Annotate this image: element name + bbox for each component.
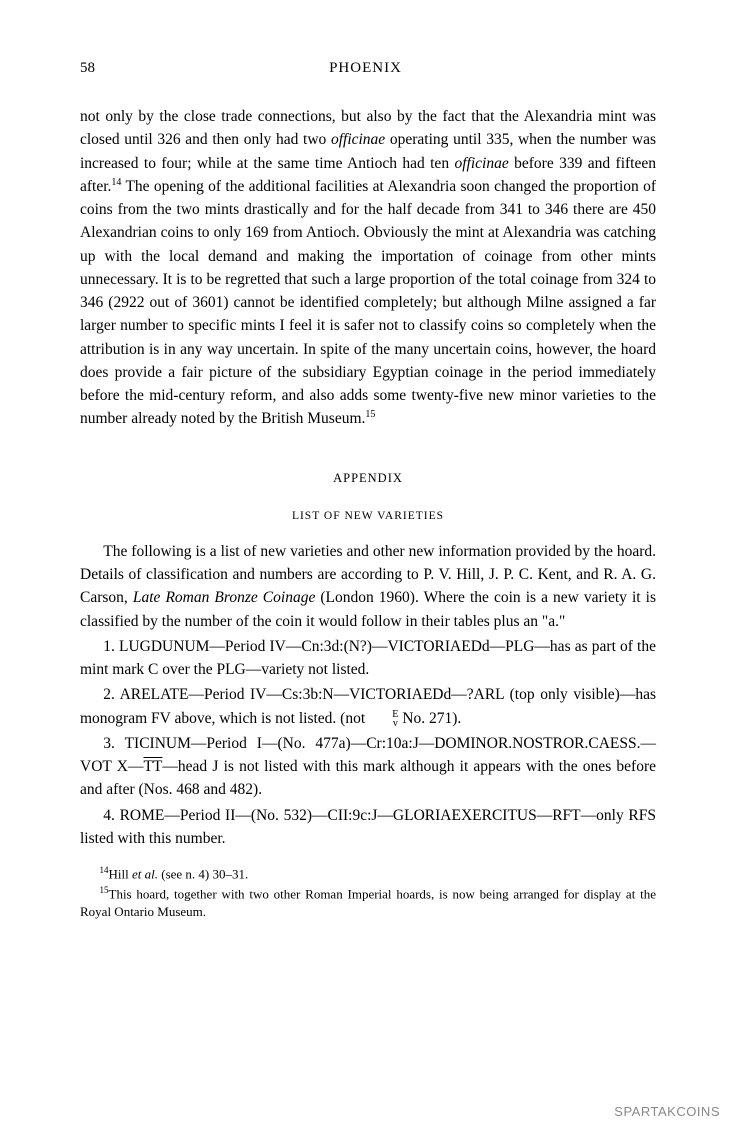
fn14-part1: Hill <box>109 866 132 881</box>
footnote-15: 15This hoard, together with two other Ro… <box>80 884 656 922</box>
list-heading: LIST OF NEW VARIETIES <box>80 510 656 522</box>
v2-part1: 2. ARELATE—Period IV—Cs:3b:N—VICTORIAEDd… <box>80 686 656 726</box>
variety-2: 2. ARELATE—Period IV—Cs:3b:N—VICTORIAEDd… <box>80 683 656 730</box>
footnote-14: 14Hill et al. (see n. 4) 30–31. <box>80 864 656 884</box>
fn15-num: 15 <box>100 885 109 895</box>
italic-officinae-1: officinae <box>331 131 385 148</box>
page-header: 58 PHOENIX <box>80 60 656 77</box>
variety-4: 4. ROME—Period II—(No. 532)—CII:9c:J—GLO… <box>80 804 656 851</box>
fn15-text: This hoard, together with two other Roma… <box>80 886 656 919</box>
main-paragraph: not only by the close trade connections,… <box>80 105 656 431</box>
italic-book-title: Late Roman Bronze Coinage <box>133 589 315 606</box>
footnote-ref-14: 14 <box>111 177 121 188</box>
watermark: SPARTAKCOINS <box>614 1104 720 1119</box>
stacked-ev: Ev <box>369 710 398 728</box>
appendix-intro: The following is a list of new varieties… <box>80 540 656 633</box>
footnote-ref-15: 15 <box>365 409 375 420</box>
journal-title: PHOENIX <box>95 60 636 77</box>
variety-3: 3. TICINUM—Period I—(No. 477a)—Cr:10a:J—… <box>80 732 656 802</box>
v3-part2: —head J is not listed with this mark alt… <box>80 758 656 798</box>
fn14-num: 14 <box>100 865 109 875</box>
variety-1: 1. LUGDUNUM—Period IV—Cn:3d:(N?)—VICTORI… <box>80 635 656 682</box>
italic-officinae-2: officinae <box>454 155 508 172</box>
v2-part2: No. 271). <box>398 710 461 727</box>
footnotes: 14Hill et al. (see n. 4) 30–31. 15This h… <box>80 864 656 921</box>
fn14-italic: et al. <box>132 866 158 881</box>
overline-tt: TT <box>143 758 162 775</box>
page-number: 58 <box>80 60 95 77</box>
body-text-part4: The opening of the additional facilities… <box>80 178 656 428</box>
fn14-part2: (see n. 4) 30–31. <box>158 866 248 881</box>
appendix-heading: APPENDIX <box>80 471 656 486</box>
